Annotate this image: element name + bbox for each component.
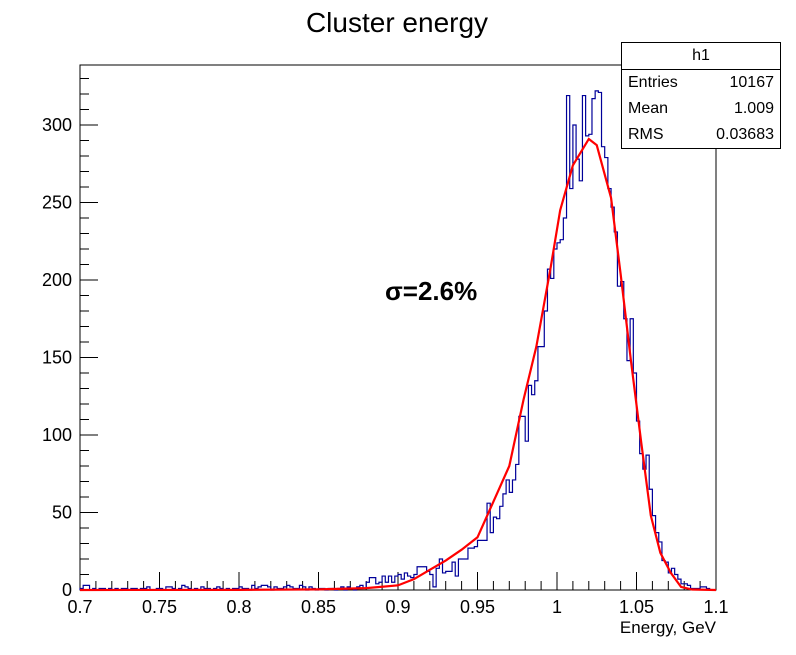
x-tick-label: 0.7 [67,597,92,617]
x-tick-label: 1.05 [619,597,654,617]
stats-box: h1 Entries 10167 Mean 1.009 RMS 0.03683 [621,42,781,149]
y-tick-label: 250 [42,193,72,213]
histogram-line [79,90,716,591]
y-tick-label: 50 [52,503,72,523]
x-tick-label: 0.8 [226,597,251,617]
stats-row-rms: RMS 0.03683 [622,122,780,148]
stats-label: Mean [628,100,669,117]
stats-row-mean: Mean 1.009 [622,96,780,122]
y-axis: 0 50 100 150 200 250 300 [42,78,98,600]
x-tick-label: 0.9 [385,597,410,617]
y-tick-label: 0 [62,580,72,600]
x-tick-label: 0.75 [142,597,177,617]
stats-row-entries: Entries 10167 [622,70,780,96]
y-tick-label: 300 [42,115,72,135]
stats-title: h1 [622,43,780,70]
x-tick-label: 0.85 [301,597,336,617]
x-axis-label: Energy, GeV [620,618,717,637]
x-tick-label: 0.95 [460,597,495,617]
stats-value: 0.03683 [716,126,774,143]
y-tick-label: 100 [42,425,72,445]
x-axis: 0.7 0.75 0.8 0.85 0.9 0.95 1 1.05 1.1 [67,572,729,617]
sigma-annotation: σ=2.6% [385,276,477,306]
stats-value: 10167 [729,74,775,91]
stats-label: RMS [628,126,664,143]
stats-label: Entries [628,74,678,91]
y-tick-label: 150 [42,348,72,368]
y-tick-label: 200 [42,270,72,290]
x-tick-label: 1 [552,597,562,617]
x-tick-label: 1.1 [703,597,728,617]
chart-title: Cluster energy [306,7,488,38]
fit-curve [79,137,717,592]
stats-value: 1.009 [733,100,774,117]
